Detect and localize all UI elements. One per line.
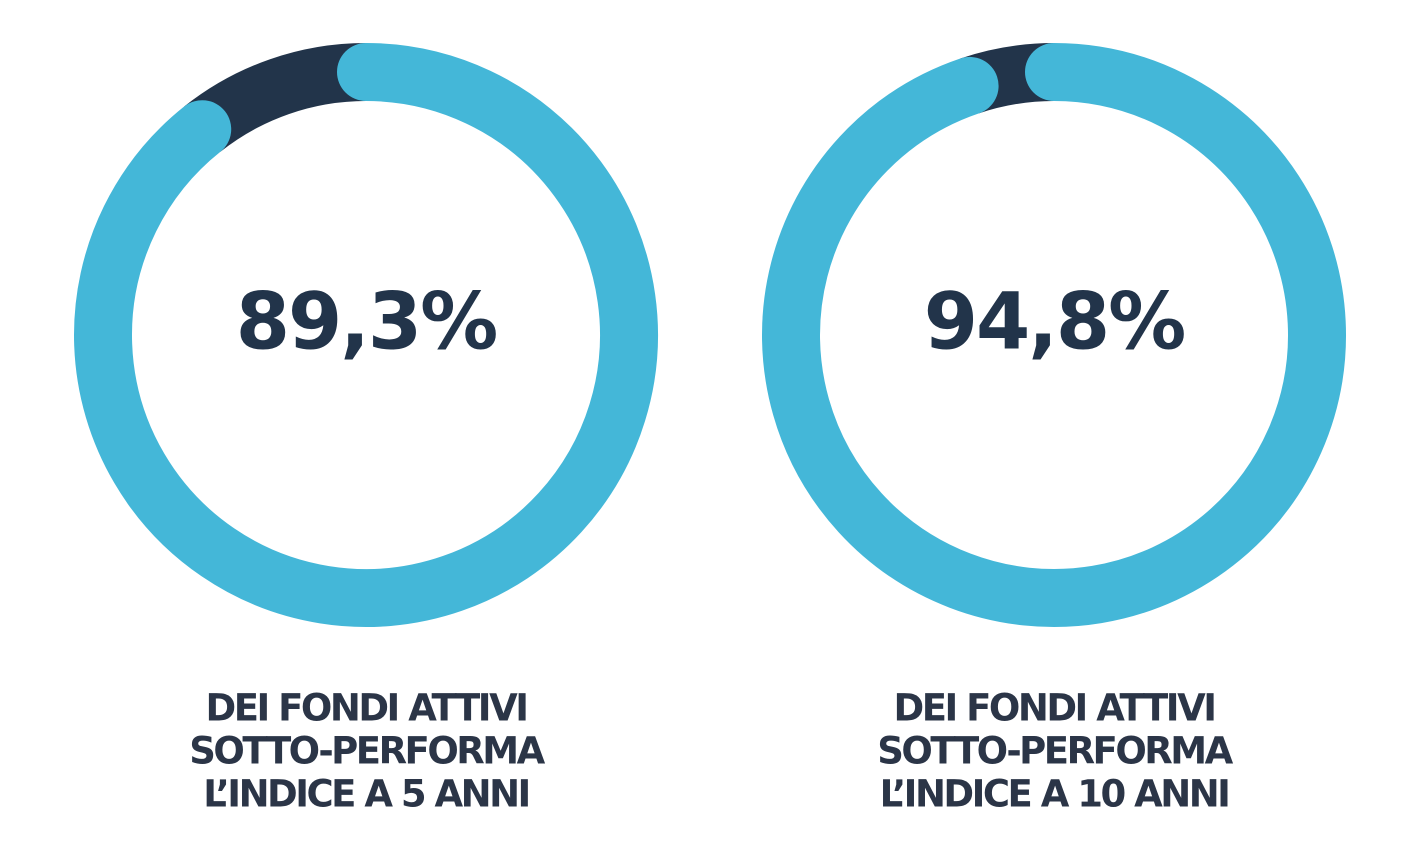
caption-line: SOTTO-PERFORMA [189, 730, 545, 773]
caption-line: DEI FONDI ATTIVI [894, 687, 1215, 730]
caption-line: SOTTO-PERFORMA [877, 730, 1233, 773]
value-label: 94,8% [924, 277, 1185, 367]
caption-line: DEI FONDI ATTIVI [206, 687, 527, 730]
donut-segment [762, 43, 1346, 627]
value-label: 89,3% [236, 277, 497, 367]
caption-line: L’INDICE A 5 ANNI [203, 773, 529, 816]
donut-segment [74, 43, 658, 627]
caption-line: L’INDICE A 10 ANNI [880, 773, 1229, 816]
